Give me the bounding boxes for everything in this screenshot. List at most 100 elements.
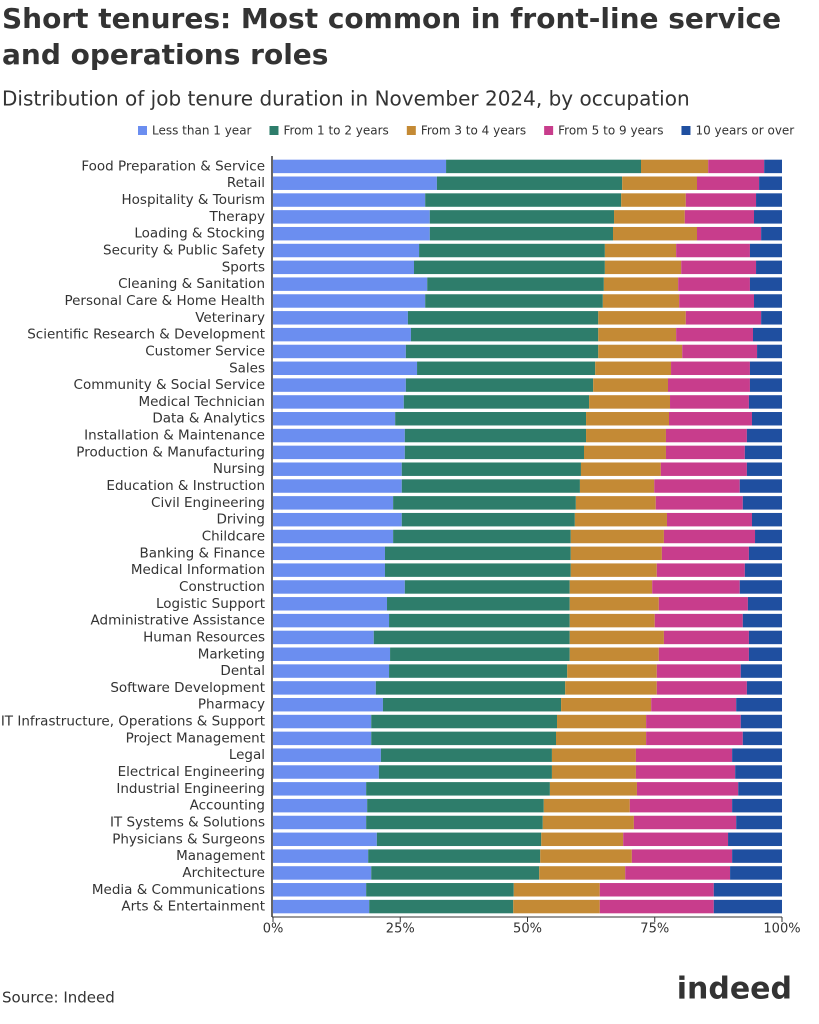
bar-segment — [273, 546, 385, 561]
bar-segment — [749, 243, 782, 258]
bar-segment — [427, 277, 604, 291]
bar-segment — [660, 462, 747, 476]
bar-segment — [273, 176, 437, 190]
category-label: Pharmacy — [198, 697, 265, 713]
x-tick-label: 100% — [763, 922, 800, 937]
legend-label: From 3 to 4 years — [421, 124, 526, 138]
category-label: Dental — [220, 663, 265, 679]
category-label: Administrative Assistance — [91, 613, 266, 629]
bar-segment — [273, 412, 396, 426]
bar-segment — [599, 883, 714, 897]
legend-swatch — [406, 126, 416, 135]
bar-segment — [407, 311, 599, 325]
bar-segment — [273, 277, 428, 291]
bar-segment — [273, 496, 394, 510]
bar-segment — [273, 782, 367, 796]
bar-segment — [273, 613, 390, 628]
bar-segment — [751, 512, 782, 527]
category-label: Cleaning & Sanitation — [118, 276, 265, 292]
bar-segment — [389, 613, 570, 628]
bar-segment — [549, 782, 637, 796]
bar-segment — [682, 344, 758, 359]
bar-segment — [273, 445, 405, 460]
bar-segment — [593, 378, 668, 392]
bar-segment — [667, 378, 750, 392]
bar-segment — [603, 277, 679, 291]
bar-segment — [273, 714, 372, 729]
bar-segment — [273, 428, 405, 443]
bar-segment — [401, 512, 575, 527]
bar-segment — [551, 765, 636, 779]
category-label: Production & Manufacturing — [76, 444, 265, 460]
bar-segment — [436, 176, 623, 190]
bar-segment — [446, 159, 642, 174]
bar-segment — [748, 630, 782, 645]
category-label: Food Preparation & Service — [81, 158, 265, 174]
bar-segment — [599, 899, 714, 914]
bar-segment — [273, 159, 447, 174]
category-label: Customer Service — [145, 343, 265, 359]
bar-segment — [708, 159, 765, 174]
bar-segment — [671, 361, 750, 376]
bar-segment — [273, 866, 372, 880]
bar-segment — [641, 159, 709, 174]
bar-segment — [586, 412, 670, 426]
bar-segment — [556, 731, 647, 746]
bar-segment — [384, 563, 571, 577]
bar-segment — [273, 563, 385, 577]
legend-label: 10 years or over — [695, 124, 794, 138]
bar-segment — [595, 361, 672, 376]
bar-segment — [273, 395, 404, 409]
bar-segment — [395, 412, 587, 426]
bar-segment — [384, 546, 571, 561]
bar-segment — [273, 883, 367, 897]
bar-segment — [739, 479, 782, 493]
category-label: Veterinary — [195, 310, 265, 326]
bar-segment — [744, 445, 782, 460]
bar-segment — [635, 748, 733, 762]
bar-segment — [273, 226, 430, 241]
bar-segment — [273, 361, 418, 376]
bar-segment — [404, 580, 570, 594]
bar-segment — [273, 630, 374, 645]
bar-segment — [569, 580, 653, 594]
bar-segment — [405, 344, 599, 359]
bar-segment — [574, 512, 667, 527]
category-label: Construction — [179, 579, 265, 595]
bar-segment — [557, 714, 647, 729]
bar-segment — [273, 899, 370, 914]
bar-segment — [656, 681, 747, 695]
bar-segment — [752, 327, 782, 342]
bar-segment — [273, 378, 406, 392]
bar-segment — [404, 428, 587, 443]
bar-segment — [764, 159, 782, 174]
legend-swatch — [269, 126, 279, 135]
bar-segment — [378, 765, 552, 779]
bar-segment — [404, 445, 584, 460]
bar-segment — [569, 597, 659, 611]
bar-segment — [623, 832, 729, 847]
bar-segment — [614, 210, 685, 224]
bar-segment — [569, 630, 664, 645]
bar-segment — [761, 311, 782, 325]
bar-segment — [368, 849, 541, 863]
category-label: Medical Information — [131, 562, 265, 578]
bar-segment — [661, 546, 749, 561]
bar-segment — [382, 697, 562, 712]
bar-segment — [666, 512, 752, 527]
bar-segment — [633, 815, 737, 830]
bar-segment — [540, 849, 632, 863]
bar-segment — [401, 462, 581, 476]
bar-segment — [631, 849, 733, 863]
category-label: Media & Communications — [92, 882, 265, 898]
bar-segment — [754, 294, 782, 308]
bar-segment — [652, 580, 740, 594]
logo: indeed — [677, 972, 792, 1007]
bar-segment — [621, 193, 686, 207]
bar-segment — [663, 630, 749, 645]
bar-segment — [696, 226, 762, 241]
bar-segment — [669, 412, 752, 426]
bar-segment — [273, 748, 381, 762]
bar-segment — [273, 815, 367, 830]
bar-segment — [273, 681, 376, 695]
